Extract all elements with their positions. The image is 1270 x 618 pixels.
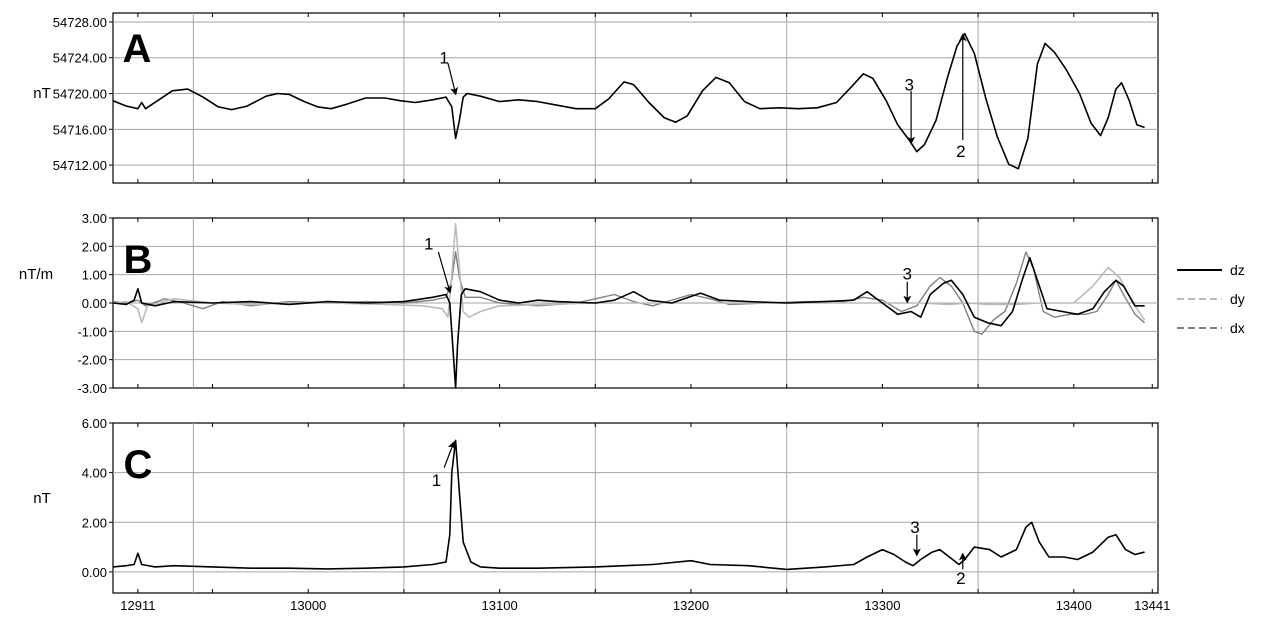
- series-line-panel-c: [112, 439, 1145, 571]
- y-tick-label: 54728.00: [53, 15, 107, 30]
- y-axis-unit: nT/m: [19, 266, 53, 283]
- x-tick-label: 13400: [1056, 598, 1092, 613]
- panel-b: -3.00 -2.00 -1.00 0.00 1.00 2.00 3.00 1 3 BnT/m dz…: [19, 211, 1245, 396]
- y-tick-label: 4.00: [82, 466, 107, 481]
- y-tick-label: 54724.00: [53, 51, 107, 66]
- y-tick-label: 3.00: [82, 211, 107, 226]
- annotation-label: 3: [904, 76, 913, 95]
- y-tick-label: 2.00: [82, 239, 107, 254]
- annotation-label: 1: [424, 235, 433, 254]
- panel-a: 54712.00 54716.00 54720.00 54724.00 54728.00…: [33, 12, 1159, 184]
- annotation-label: 1: [439, 49, 448, 68]
- series-line-panel-a: [112, 32, 1145, 170]
- annotation-arrow: [443, 440, 456, 468]
- y-tick-label: 0.00: [82, 565, 107, 580]
- annotation-label: 3: [910, 518, 919, 537]
- x-tick-label: 13000: [290, 598, 326, 613]
- annotation-label: 1: [432, 471, 441, 490]
- y-tick-label: 2.00: [82, 515, 107, 530]
- y-tick-label: 54712.00: [53, 158, 107, 173]
- series-line-dz: [112, 256, 1145, 389]
- panel-c: 0.00 2.00 4.00 6.00 1 3 2 CnT 12911 13000 13100 132…: [33, 416, 1170, 613]
- legend: dz dy dx: [1177, 262, 1245, 336]
- y-axis-unit: nT: [33, 85, 51, 102]
- annotation-arrow: [447, 62, 459, 96]
- panel-letter: B: [124, 238, 153, 282]
- annotation-label: 2: [956, 142, 965, 161]
- x-tick-label: 12911: [120, 598, 155, 613]
- panel-letter: A: [123, 27, 152, 71]
- x-tick-label: 13200: [673, 598, 709, 613]
- legend-label-dz: dz: [1230, 262, 1245, 278]
- y-axis-unit: nT: [33, 490, 51, 507]
- y-tick-label: 0.00: [82, 296, 107, 311]
- annotation-label: 3: [903, 264, 912, 283]
- y-tick-label: 1.00: [82, 268, 107, 283]
- legend-label-dy: dy: [1230, 291, 1245, 307]
- y-tick-label: -3.00: [77, 381, 107, 396]
- legend-label-dx: dx: [1230, 320, 1245, 336]
- y-tick-label: -1.00: [77, 324, 107, 339]
- y-tick-label: 54716.00: [53, 122, 107, 137]
- annotation-label: 2: [956, 569, 965, 588]
- x-tick-label: 13300: [864, 598, 900, 613]
- y-tick-label: 6.00: [82, 416, 107, 431]
- y-tick-label: 54720.00: [53, 87, 107, 102]
- y-tick-label: -2.00: [77, 353, 107, 368]
- plot-frame: [112, 12, 1159, 184]
- panel-letter: C: [124, 443, 153, 487]
- x-tick-label: 13100: [482, 598, 518, 613]
- annotation-arrow: [437, 251, 453, 294]
- x-tick-label: 13441: [1134, 598, 1170, 613]
